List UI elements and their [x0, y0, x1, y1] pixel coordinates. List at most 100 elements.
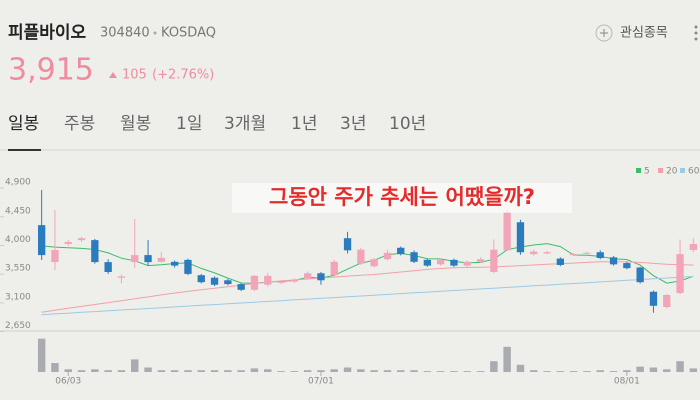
volume-bar: [649, 367, 658, 372]
up-arrow: [109, 72, 117, 78]
candle-body: [383, 252, 392, 260]
candle-body: [663, 294, 671, 308]
tab[interactable]: 1일: [176, 114, 202, 134]
y-tick-label: 2,650: [5, 321, 31, 331]
volume-bar: [330, 369, 338, 372]
candle-body: [237, 284, 245, 290]
volume-bar: [463, 371, 471, 372]
stock-code: 304840: [100, 26, 150, 41]
tab[interactable]: 3개월: [224, 114, 266, 134]
candle-body: [157, 257, 166, 262]
volume-bar: [117, 370, 126, 372]
candle-body: [117, 276, 126, 278]
volume-bar: [569, 371, 578, 372]
candle-body: [250, 275, 259, 290]
watch-label[interactable]: 관심종목: [620, 26, 668, 41]
watch-button[interactable]: 관심종목: [595, 24, 668, 42]
legend-swatch: [680, 168, 685, 173]
plot: 2,650 3,100 3,550 4,000 4,450 4,900 5 20 60 06/03…: [0, 167, 700, 387]
volume-bar: [516, 364, 525, 372]
separator-dot: [153, 31, 157, 35]
candle-body: [317, 273, 325, 281]
y-tick-label: 3,550: [5, 264, 31, 274]
candle-body: [636, 267, 644, 283]
y-tick-label: 3,100: [5, 292, 31, 302]
change: 105: [122, 68, 147, 83]
volume-bar: [503, 346, 511, 372]
volume-bar: [77, 370, 86, 372]
volume-bar: [37, 338, 46, 372]
candle-body: [397, 247, 405, 255]
x-tick-label: 06/03: [55, 377, 81, 387]
volume-bar: [596, 370, 604, 372]
volume-bar: [609, 371, 618, 372]
volume-bar: [290, 371, 299, 372]
legend-swatch: [658, 168, 663, 173]
volume-bar: [144, 367, 152, 372]
x-tick-label: 08/01: [614, 377, 640, 387]
candle-body: [689, 243, 698, 250]
annotation-bg: [232, 183, 572, 213]
candle-body: [277, 281, 285, 283]
candle-body: [583, 252, 591, 254]
candle-body: [303, 273, 312, 279]
candle-body: [91, 240, 99, 263]
candle-body: [330, 261, 338, 276]
candle-body: [131, 255, 139, 263]
tab[interactable]: 3년: [340, 114, 366, 134]
volume-bar: [237, 370, 245, 372]
tab[interactable]: 일봉: [8, 114, 39, 134]
candle-body: [436, 259, 445, 265]
candle-body: [516, 222, 525, 253]
volume-bar: [636, 366, 644, 372]
volume-bar: [210, 370, 219, 372]
candle-body: [51, 250, 59, 263]
ma-line: [41, 276, 694, 316]
tab[interactable]: 주봉: [64, 114, 95, 134]
candle-body: [290, 279, 299, 282]
candle-body: [410, 252, 418, 262]
volume-bar: [423, 371, 432, 372]
volume-bar: [104, 370, 112, 372]
volume-bar: [556, 371, 565, 372]
legend-label: 60: [688, 167, 700, 177]
y-tick-label: 4,450: [5, 206, 31, 216]
more-menu[interactable]: [694, 25, 698, 41]
volume-bar: [157, 370, 166, 372]
x-tick-label: 07/01: [308, 377, 334, 387]
legend-swatch: [636, 168, 641, 173]
stock-name: 피플바이오: [8, 23, 87, 43]
tab[interactable]: 10년: [389, 114, 426, 134]
volume-bar: [131, 359, 139, 372]
legend-label: 20: [666, 167, 678, 177]
volume-bar: [357, 369, 365, 372]
market: KOSDAQ: [161, 26, 216, 41]
volume-bar: [383, 370, 392, 372]
volume-bar: [530, 370, 538, 372]
candle-body: [543, 252, 551, 254]
candle-body: [556, 258, 565, 265]
volume-bar: [543, 371, 551, 372]
volume-bar: [676, 361, 684, 372]
candle-body: [264, 275, 272, 285]
tab[interactable]: 월봉: [120, 114, 151, 134]
tab[interactable]: 1년: [291, 114, 317, 134]
volume-bar: [397, 370, 405, 372]
y-tick-label: 4,900: [5, 178, 31, 188]
ma-line: [41, 261, 694, 313]
volume-bar: [277, 371, 285, 372]
candle-body: [37, 225, 46, 256]
volume-bar: [623, 370, 631, 372]
candle-body: [343, 238, 352, 251]
volume-bar: [250, 368, 259, 372]
candle-body: [224, 280, 232, 285]
volume-bar: [490, 361, 498, 372]
tabs: 일봉 주봉 월봉 1일 3개월 1년 3년 10년: [8, 114, 426, 134]
volume-bar: [317, 370, 325, 372]
candle-body: [184, 259, 192, 274]
volume-bar: [224, 370, 232, 372]
price: 3,915: [8, 53, 94, 88]
volume-bar: [197, 370, 205, 372]
change-pct: (+2.76%): [152, 68, 214, 83]
